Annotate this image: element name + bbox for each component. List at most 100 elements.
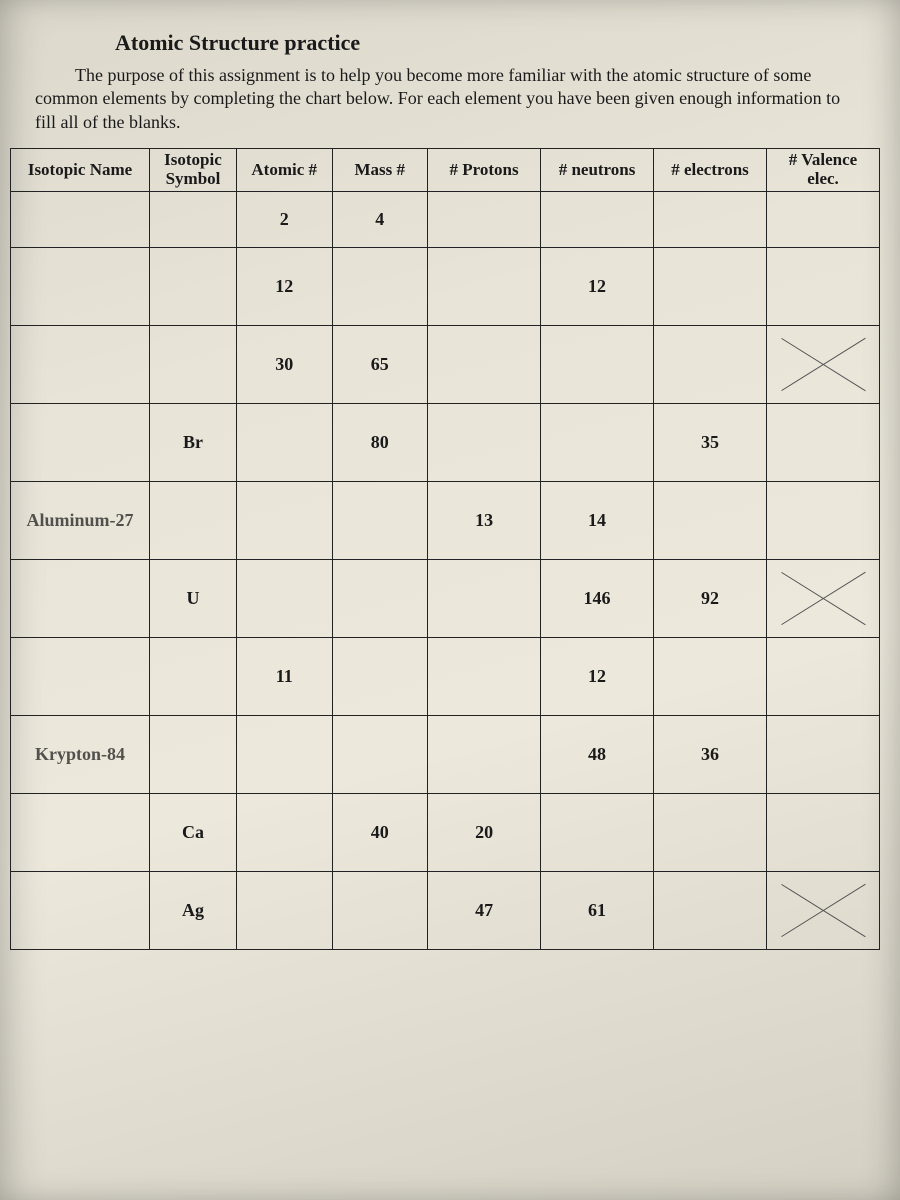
cell-valence: [766, 559, 879, 637]
cell-mass: [332, 481, 428, 559]
cell-name: [11, 871, 150, 949]
cell-name: [11, 559, 150, 637]
table-row: Aluminum-27 1314: [11, 481, 880, 559]
table-row: Br 80 35: [11, 403, 880, 481]
cell-symbol: [150, 481, 237, 559]
cell-symbol: [150, 247, 237, 325]
cell-name: [11, 191, 150, 247]
cell-electrons: 36: [654, 715, 767, 793]
cell-name: Aluminum-27: [11, 481, 150, 559]
cell-neutrons: [541, 191, 654, 247]
cell-name: [11, 793, 150, 871]
cell-neutrons: [541, 403, 654, 481]
table-row: U 14692: [11, 559, 880, 637]
cell-electrons: [654, 325, 767, 403]
col-electrons: # electrons: [654, 149, 767, 191]
cell-valence: [766, 793, 879, 871]
cell-atomic: [236, 403, 332, 481]
cell-name: [11, 403, 150, 481]
cell-neutrons: 12: [541, 637, 654, 715]
col-mass-number: Mass #: [332, 149, 428, 191]
cell-electrons: [654, 871, 767, 949]
cell-electrons: 92: [654, 559, 767, 637]
table-header-row: Isotopic Name Isotopic Symbol Atomic # M…: [11, 149, 880, 191]
cell-valence: [766, 871, 879, 949]
cell-protons: [428, 247, 541, 325]
cell-mass: 80: [332, 403, 428, 481]
cell-atomic: [236, 793, 332, 871]
cell-protons: [428, 637, 541, 715]
cell-valence: [766, 325, 879, 403]
cell-valence: [766, 481, 879, 559]
cell-mass: [332, 559, 428, 637]
col-isotopic-symbol: Isotopic Symbol: [150, 149, 237, 191]
table-row: 24: [11, 191, 880, 247]
cell-electrons: [654, 247, 767, 325]
col-isotopic-name: Isotopic Name: [11, 149, 150, 191]
cell-symbol: U: [150, 559, 237, 637]
cell-neutrons: 14: [541, 481, 654, 559]
cell-electrons: [654, 793, 767, 871]
cell-symbol: [150, 325, 237, 403]
table-row: 12 12: [11, 247, 880, 325]
col-atomic-number: Atomic #: [236, 149, 332, 191]
cell-atomic: 12: [236, 247, 332, 325]
cell-atomic: 11: [236, 637, 332, 715]
cell-symbol: Ca: [150, 793, 237, 871]
atomic-structure-table: Isotopic Name Isotopic Symbol Atomic # M…: [10, 148, 880, 949]
cell-valence: [766, 637, 879, 715]
cell-symbol: [150, 637, 237, 715]
cell-mass: 65: [332, 325, 428, 403]
cell-atomic: [236, 871, 332, 949]
cell-atomic: [236, 559, 332, 637]
cell-mass: [332, 715, 428, 793]
cell-atomic: [236, 715, 332, 793]
cell-protons: [428, 191, 541, 247]
cell-protons: 13: [428, 481, 541, 559]
cell-symbol: Br: [150, 403, 237, 481]
cell-neutrons: [541, 793, 654, 871]
table-row: 11 12: [11, 637, 880, 715]
cell-protons: [428, 559, 541, 637]
col-neutrons: # neutrons: [541, 149, 654, 191]
cell-protons: 47: [428, 871, 541, 949]
cell-mass: [332, 637, 428, 715]
cell-neutrons: [541, 325, 654, 403]
table-row: Krypton-84 4836: [11, 715, 880, 793]
cell-protons: [428, 325, 541, 403]
cell-electrons: 35: [654, 403, 767, 481]
cell-mass: [332, 871, 428, 949]
cell-electrons: [654, 637, 767, 715]
cell-protons: [428, 715, 541, 793]
table-row: Ca 4020: [11, 793, 880, 871]
cell-symbol: Ag: [150, 871, 237, 949]
cell-neutrons: 12: [541, 247, 654, 325]
table-row: Ag 4761: [11, 871, 880, 949]
cell-mass: 4: [332, 191, 428, 247]
cell-neutrons: 48: [541, 715, 654, 793]
col-valence: # Valence elec.: [766, 149, 879, 191]
worksheet-page: Atomic Structure practice The purpose of…: [0, 0, 900, 1200]
cell-atomic: 30: [236, 325, 332, 403]
cell-name: [11, 247, 150, 325]
cell-atomic: [236, 481, 332, 559]
page-title: Atomic Structure practice: [115, 30, 885, 56]
cell-neutrons: 61: [541, 871, 654, 949]
intro-paragraph: The purpose of this assignment is to hel…: [35, 64, 865, 134]
cell-mass: 40: [332, 793, 428, 871]
cell-electrons: [654, 481, 767, 559]
cell-atomic: 2: [236, 191, 332, 247]
cell-name: [11, 325, 150, 403]
cell-neutrons: 146: [541, 559, 654, 637]
col-protons: # Protons: [428, 149, 541, 191]
cell-valence: [766, 715, 879, 793]
cell-name: [11, 637, 150, 715]
table-row: 3065: [11, 325, 880, 403]
cell-protons: [428, 403, 541, 481]
cell-name: Krypton-84: [11, 715, 150, 793]
cell-electrons: [654, 191, 767, 247]
cell-protons: 20: [428, 793, 541, 871]
cell-valence: [766, 191, 879, 247]
cell-mass: [332, 247, 428, 325]
cell-valence: [766, 247, 879, 325]
